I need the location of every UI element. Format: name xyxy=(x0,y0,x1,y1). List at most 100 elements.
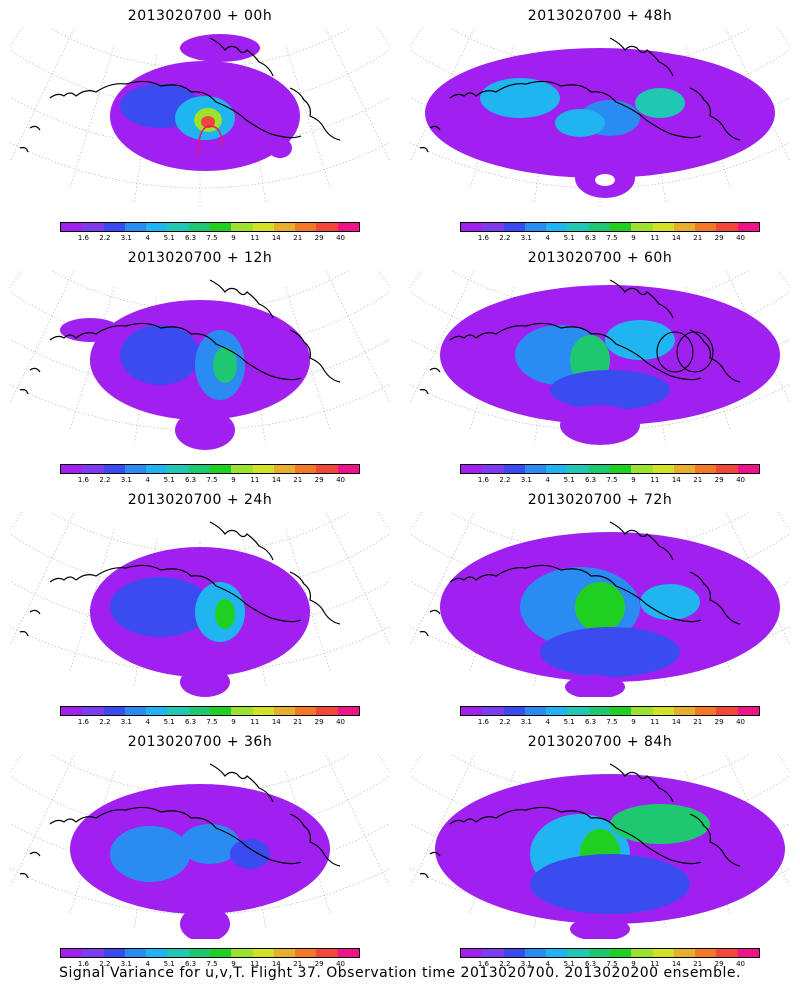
colorbar-tick-label: 9 xyxy=(231,476,236,484)
panel-title: 2013020700 + 12h xyxy=(127,250,273,266)
colorbar-swatch xyxy=(82,465,104,473)
variance-contour xyxy=(201,116,215,128)
colorbar xyxy=(460,464,760,474)
variance-contour xyxy=(180,34,260,62)
colorbar-tick-label: 5.1 xyxy=(563,718,575,726)
variance-contour xyxy=(180,667,230,697)
colorbar xyxy=(460,948,760,958)
colorbar-swatch xyxy=(188,949,210,957)
colorbar xyxy=(60,948,360,958)
colorbar-swatch xyxy=(652,223,674,231)
variance-field xyxy=(440,285,780,445)
coastlines xyxy=(19,763,341,879)
colorbar-tick-label: 5.1 xyxy=(163,960,175,968)
colorbar-tick-label: 29 xyxy=(714,960,724,968)
colorbar-tick-label: 6.3 xyxy=(584,960,597,968)
variance-contour xyxy=(213,347,237,383)
colorbar-tick-label: 1.6 xyxy=(77,718,89,726)
colorbar-tick-label: 6.3 xyxy=(584,234,597,242)
colorbar-ticks: 1.6 2.2 3.1 4 5.1 6.3 7.5 9 11 14 21 29 40 xyxy=(52,234,362,244)
colorbar-tick-label: 14 xyxy=(671,476,681,484)
panel-title: 2013020700 + 84h xyxy=(527,734,673,750)
colorbar-swatch xyxy=(652,465,674,473)
colorbar-tick-label: 9 xyxy=(631,960,636,968)
coastlines xyxy=(19,279,341,395)
colorbar-swatch xyxy=(503,949,525,957)
colorbar-tick-label: 21 xyxy=(693,234,703,242)
colorbar-tick-label: 40 xyxy=(336,718,346,726)
colorbar-tick-label: 1.6 xyxy=(477,960,489,968)
colorbar-swatch xyxy=(167,707,189,715)
colorbar-swatch xyxy=(588,465,610,473)
colorbar-tick-label: 3.1 xyxy=(520,718,532,726)
polar-projection-map xyxy=(410,512,790,697)
colorbar-tick-label: 1.6 xyxy=(477,234,489,242)
colorbar-tick-label: 4 xyxy=(145,718,150,726)
colorbar-ticks: 1.6 2.2 3.1 4 5.1 6.3 7.5 9 11 14 21 29 40 xyxy=(452,960,762,970)
variance-contour xyxy=(440,285,780,425)
colorbar-tick-label: 9 xyxy=(231,718,236,726)
colorbar-swatch xyxy=(188,707,210,715)
variance-field xyxy=(440,532,780,697)
colorbar-swatch xyxy=(231,707,253,715)
colorbar-tick-label: 1.6 xyxy=(477,476,489,484)
panel-title: 2013020700 + 72h xyxy=(527,492,673,508)
colorbar-tick-label: 3.1 xyxy=(520,960,532,968)
colorbar-tick-label: 11 xyxy=(250,476,260,484)
variance-contour xyxy=(605,320,675,360)
variance-contour xyxy=(60,318,120,342)
colorbar-swatch xyxy=(61,465,83,473)
variance-contour xyxy=(575,582,625,632)
colorbar-ticks: 1.6 2.2 3.1 4 5.1 6.3 7.5 9 11 14 21 29 40 xyxy=(52,476,362,486)
colorbar-tick-label: 4 xyxy=(545,476,550,484)
colorbar-swatch xyxy=(503,465,525,473)
colorbar-tick-label: 9 xyxy=(231,234,236,242)
colorbar-tick-label: 11 xyxy=(250,718,260,726)
colorbar-swatch xyxy=(252,707,274,715)
colorbar-tick-label: 29 xyxy=(714,476,724,484)
colorbar-swatch xyxy=(337,949,359,957)
colorbar-swatch xyxy=(295,949,317,957)
colorbar-tick-label: 14 xyxy=(271,718,281,726)
colorbar-tick-label: 11 xyxy=(250,234,260,242)
variance-contour xyxy=(180,906,230,939)
colorbar xyxy=(60,706,360,716)
colorbar-tick-label: 6.3 xyxy=(184,718,197,726)
variance-contour xyxy=(635,88,685,118)
colorbar-swatch xyxy=(567,949,589,957)
colorbar-swatch xyxy=(673,223,696,231)
polar-projection-map xyxy=(10,270,390,450)
polar-projection-map xyxy=(10,754,390,939)
colorbar-swatch xyxy=(652,949,674,957)
colorbar-swatch xyxy=(209,223,232,231)
colorbar-swatch xyxy=(695,465,717,473)
colorbar-tick-label: 2.2 xyxy=(499,718,511,726)
colorbar-swatch xyxy=(567,223,589,231)
colorbar-tick-label: 2.2 xyxy=(99,718,111,726)
colorbar-swatch xyxy=(609,223,632,231)
colorbar-tick-label: 21 xyxy=(293,960,303,968)
colorbar-swatch xyxy=(737,223,759,231)
colorbar-swatch xyxy=(609,949,632,957)
variance-contour xyxy=(565,675,625,697)
colorbar-swatch xyxy=(631,949,653,957)
colorbar-tick-label: 5.1 xyxy=(163,718,175,726)
colorbar-tick-label: 7.5 xyxy=(606,960,618,968)
forecast-panel: 2013020700 + 72h 1.6 2.2 3.1 4 5.1 6.3 7.5 9 11 14… xyxy=(400,484,800,726)
colorbar-swatch xyxy=(609,465,632,473)
colorbar-tick-label: 40 xyxy=(736,718,746,726)
colorbar-tick-label: 29 xyxy=(714,234,724,242)
colorbar-tick-label: 11 xyxy=(650,234,660,242)
colorbar-swatch xyxy=(337,223,359,231)
colorbar-swatch xyxy=(716,949,738,957)
colorbar-swatch xyxy=(316,707,338,715)
colorbar-tick-label: 21 xyxy=(293,476,303,484)
colorbar-ticks: 1.6 2.2 3.1 4 5.1 6.3 7.5 9 11 14 21 29 40 xyxy=(52,960,362,970)
forecast-panel: 2013020700 + 48h 1.6 2.2 3.1 4 5.1 6.3 7.5 9 11 14… xyxy=(400,0,800,242)
colorbar-tick-label: 29 xyxy=(314,234,324,242)
colorbar-swatch xyxy=(209,949,232,957)
colorbar-tick-label: 21 xyxy=(693,718,703,726)
figure-caption: Signal Variance for u,v,T. Flight 37. Ob… xyxy=(59,965,741,981)
colorbar-swatch xyxy=(316,465,338,473)
colorbar-swatch xyxy=(461,949,483,957)
